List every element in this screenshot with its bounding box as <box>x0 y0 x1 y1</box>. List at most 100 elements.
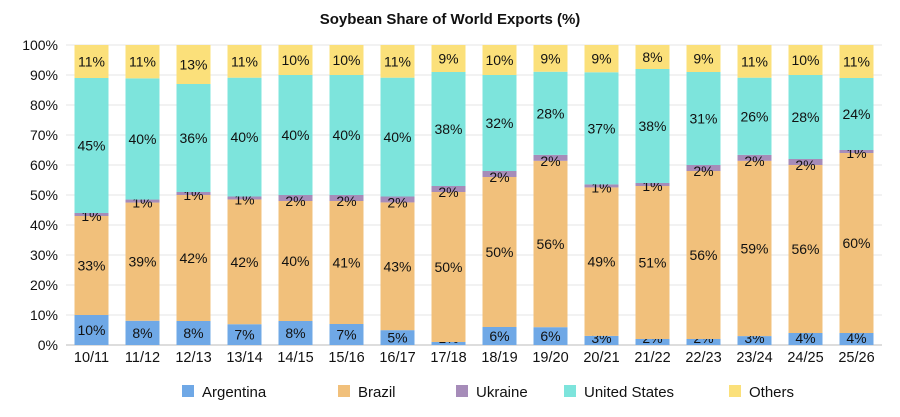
bar-segment-others <box>380 45 415 78</box>
bar-segment-argentina <box>788 333 823 345</box>
bar-segment-others <box>431 45 466 72</box>
data-label: 9% <box>693 51 713 67</box>
bar-segment-united-states <box>635 69 670 183</box>
bar-group-22-23: 2%56%2%31%9% <box>686 45 721 346</box>
data-label: 38% <box>638 118 666 134</box>
x-tick-label: 17/18 <box>430 350 466 366</box>
data-label: 49% <box>587 254 615 270</box>
x-tick-label: 21/22 <box>634 350 670 366</box>
legend-label: Ukraine <box>476 384 528 401</box>
bar-group-24-25: 4% 56% 2% 28% 10% <box>788 45 823 346</box>
bar-segment-ukraine <box>737 154 772 161</box>
bar-segment-others <box>584 45 619 73</box>
bar-segment-united-states <box>737 77 772 155</box>
bar-segment-others <box>482 45 517 75</box>
bar-segment-united-states <box>431 72 466 186</box>
bar-segment-united-states <box>533 71 568 155</box>
bar-segment-argentina <box>125 320 160 345</box>
data-label: 2% <box>285 193 305 209</box>
legend-swatch <box>182 385 194 397</box>
bar-segment-argentina <box>686 339 721 345</box>
bar-segment-others <box>737 45 772 78</box>
bar-group-13-14: 7%42%1%40%11% <box>227 45 262 345</box>
data-label: 11% <box>231 53 258 69</box>
bar-segment-others <box>74 45 109 78</box>
bar-segment-argentina <box>431 342 466 345</box>
bar-segment-united-states <box>686 72 721 165</box>
bar-segment-united-states <box>74 78 109 213</box>
bar-segment-united-states <box>788 75 823 159</box>
data-label: 8% <box>132 325 152 341</box>
y-tick-label: 50% <box>30 187 58 203</box>
data-label: 37% <box>587 120 615 136</box>
data-label: 28% <box>536 105 564 121</box>
data-label: 11% <box>129 54 156 70</box>
data-label: 2% <box>438 184 458 200</box>
data-label: 56% <box>791 241 819 257</box>
bar-segment-united-states <box>227 77 262 197</box>
bar-segment-others <box>686 45 721 72</box>
bar-segment-argentina <box>737 336 772 345</box>
data-label: 13% <box>179 57 207 73</box>
legend-item-ukraine: Ukraine <box>456 384 528 401</box>
data-label: 28% <box>791 109 819 125</box>
bar-segment-others <box>635 45 670 69</box>
bar-group-16-17: 5% 43% 2% 40% 11% <box>380 45 415 346</box>
data-label: 56% <box>536 236 564 252</box>
x-tick-label: 12/13 <box>175 350 211 366</box>
x-tick-label: 14/15 <box>277 350 313 366</box>
bar-segment-ukraine <box>482 171 517 177</box>
bar-segment-united-states <box>839 78 874 150</box>
bar-segment-others <box>839 45 874 78</box>
data-label: 32% <box>485 115 513 131</box>
data-label: 2% <box>540 153 560 169</box>
bar-segment-others <box>533 45 568 72</box>
bar-segment-brazil <box>788 165 823 333</box>
data-label: 7% <box>234 327 254 343</box>
bar-segment-brazil <box>635 186 670 339</box>
bar-segment-others <box>329 45 364 75</box>
y-tick-label: 10% <box>30 307 58 323</box>
data-label: 9% <box>540 50 560 66</box>
bar-segment-argentina <box>278 321 313 345</box>
bar-group-19-20: 6% 56% 2% 28% 9% <box>533 45 568 345</box>
legend-label: Others <box>749 384 794 401</box>
bar-segment-ukraine <box>227 196 262 200</box>
bar-segment-united-states <box>380 77 415 197</box>
data-label: 8% <box>642 49 662 65</box>
bar-segment-brazil <box>431 192 466 342</box>
data-label: 2% <box>795 157 815 173</box>
bar-segment-brazil <box>278 201 313 321</box>
data-label: 41% <box>332 255 360 271</box>
legend-item-united-states: United States <box>564 384 674 401</box>
legend-label: Argentina <box>202 384 267 401</box>
bar-segment-ukraine <box>635 183 670 186</box>
bar-group-25-26: 4%60%1%24%11% <box>839 45 874 346</box>
bar-segment-brazil <box>482 177 517 327</box>
data-label: 50% <box>485 244 513 260</box>
data-label: 11% <box>78 54 105 70</box>
bar-segment-brazil <box>380 202 415 331</box>
x-tick-label: 24/25 <box>787 350 823 366</box>
data-label: 11% <box>384 53 411 69</box>
data-label: 4% <box>795 330 815 346</box>
bar-segment-brazil <box>686 171 721 339</box>
data-label: 9% <box>438 51 458 67</box>
bar-group-23-24: 3%59%2%26%11% <box>737 45 772 346</box>
x-tick-label: 19/20 <box>532 350 568 366</box>
bar-group-11-12: 8%39%1%40%11% <box>125 45 160 345</box>
data-label: 8% <box>285 325 305 341</box>
bar-segment-brazil <box>176 195 211 321</box>
data-label: 7% <box>336 327 356 343</box>
data-label: 45% <box>77 138 105 154</box>
bar-segment-argentina <box>482 327 517 345</box>
y-tick-label: 60% <box>30 157 58 173</box>
y-tick-label: 0% <box>38 337 58 353</box>
legend-swatch <box>729 385 741 397</box>
data-label: 59% <box>740 240 768 256</box>
bar-segment-brazil <box>737 160 772 337</box>
data-label: 40% <box>332 127 360 143</box>
data-label: 42% <box>179 250 207 266</box>
bar-segment-ukraine <box>329 195 364 201</box>
y-tick-label: 30% <box>30 247 58 263</box>
